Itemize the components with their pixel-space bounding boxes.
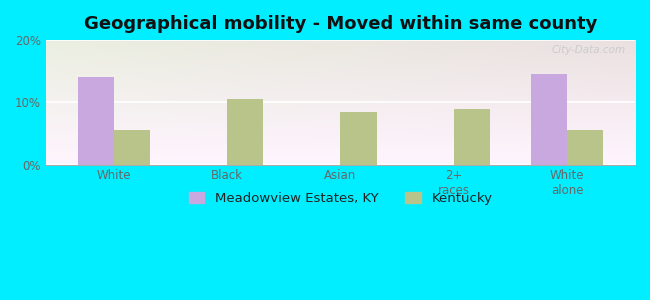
- Bar: [531, 74, 567, 165]
- Bar: [341, 112, 377, 165]
- Bar: [567, 130, 603, 165]
- Bar: [114, 130, 150, 165]
- Bar: [77, 77, 114, 165]
- Bar: [227, 99, 263, 165]
- Text: City-Data.com: City-Data.com: [552, 45, 626, 55]
- Bar: [454, 109, 490, 165]
- Legend: Meadowview Estates, KY, Kentucky: Meadowview Estates, KY, Kentucky: [183, 186, 498, 210]
- Title: Geographical mobility - Moved within same county: Geographical mobility - Moved within sam…: [84, 15, 597, 33]
